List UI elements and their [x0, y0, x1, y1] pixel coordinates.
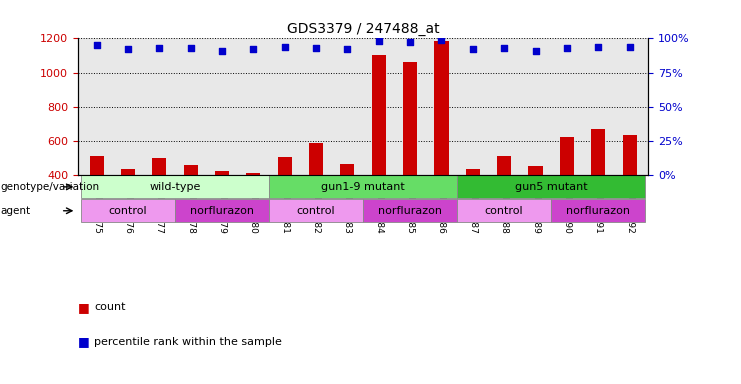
Point	[342, 46, 353, 52]
Point	[373, 38, 385, 44]
Text: genotype/variation: genotype/variation	[0, 182, 99, 192]
Bar	[121, 169, 135, 175]
Bar	[497, 156, 511, 175]
Bar	[559, 137, 574, 175]
Bar	[81, 199, 175, 222]
Bar	[81, 175, 269, 199]
Title: GDS3379 / 247488_at: GDS3379 / 247488_at	[287, 22, 439, 36]
Point	[624, 43, 636, 50]
Bar	[434, 41, 448, 175]
Bar	[551, 199, 645, 222]
Bar	[184, 165, 198, 175]
Bar	[152, 158, 167, 175]
Text: control: control	[485, 206, 523, 216]
Point	[436, 37, 448, 43]
Text: norflurazon: norflurazon	[378, 206, 442, 216]
Bar	[269, 199, 363, 222]
Point	[279, 43, 290, 50]
Bar	[278, 157, 292, 175]
Text: gun1-9 mutant: gun1-9 mutant	[321, 182, 405, 192]
Bar	[591, 129, 605, 175]
Bar	[340, 164, 354, 175]
Text: norflurazon: norflurazon	[190, 206, 254, 216]
Bar	[215, 170, 229, 175]
Point	[122, 46, 134, 52]
Text: agent: agent	[0, 206, 30, 216]
Bar	[309, 142, 323, 175]
Bar	[466, 169, 480, 175]
Point	[530, 48, 542, 54]
Text: wild-type: wild-type	[149, 182, 201, 192]
Text: ■: ■	[78, 335, 90, 348]
Point	[592, 43, 604, 50]
Point	[467, 46, 479, 52]
Point	[185, 45, 196, 51]
Point	[247, 46, 259, 52]
Bar	[269, 175, 457, 199]
Point	[404, 40, 416, 46]
Point	[561, 45, 573, 51]
Bar	[528, 166, 542, 175]
Bar	[363, 199, 457, 222]
Bar	[457, 199, 551, 222]
Text: count: count	[94, 302, 126, 312]
Bar	[457, 175, 645, 199]
Text: gun5 mutant: gun5 mutant	[515, 182, 588, 192]
Bar	[90, 156, 104, 175]
Point	[90, 42, 102, 48]
Point	[498, 45, 510, 51]
Bar	[175, 199, 269, 222]
Text: ■: ■	[78, 301, 90, 314]
Text: norflurazon: norflurazon	[566, 206, 630, 216]
Bar	[372, 55, 386, 175]
Point	[216, 48, 228, 54]
Text: percentile rank within the sample: percentile rank within the sample	[94, 337, 282, 347]
Text: control: control	[109, 206, 147, 216]
Point	[153, 45, 165, 51]
Bar	[622, 135, 637, 175]
Point	[310, 45, 322, 51]
Bar	[246, 173, 260, 175]
Bar	[403, 62, 417, 175]
Text: control: control	[296, 206, 336, 216]
